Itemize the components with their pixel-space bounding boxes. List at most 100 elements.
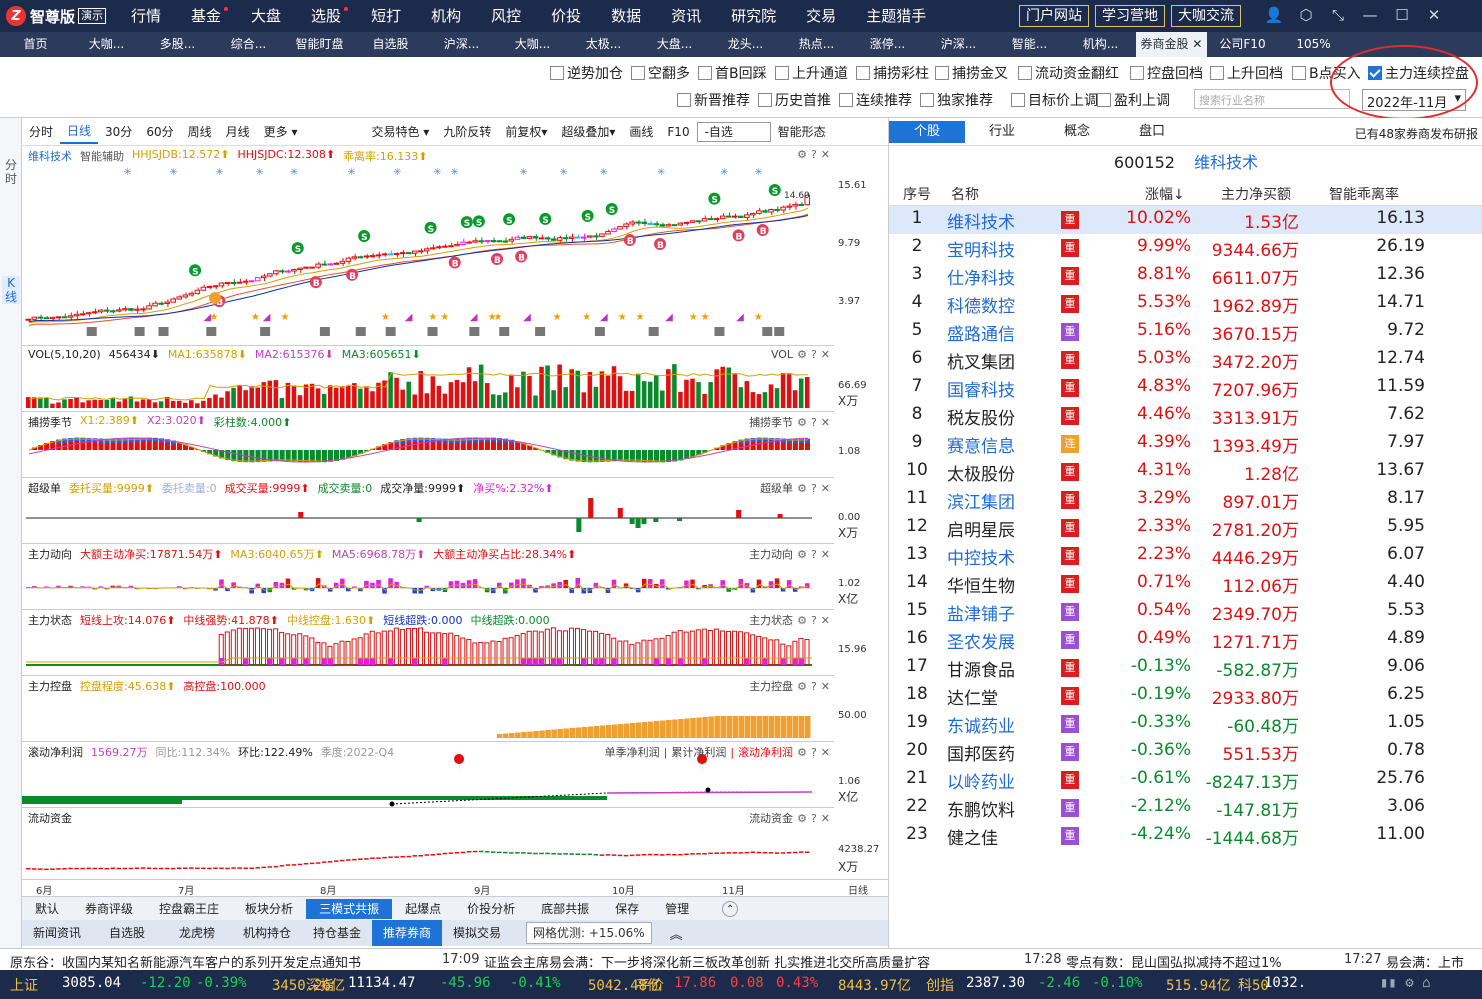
table-row[interactable]: 10 太极股份 重 4.31% 1.28亿 13.67: [889, 458, 1482, 486]
chart-tool[interactable]: 画线: [629, 125, 654, 139]
table-row[interactable]: 6 杭叉集团 重 5.03% 3472.20万 12.74: [889, 346, 1482, 374]
index-name[interactable]: 上证: [10, 978, 38, 994]
kline-panel[interactable]: ✳ ✳ ✳ ✳ ✳ ✳ ✳ ✳ ✳ ✳ ✳ ✳ ✳ ✳ ✳ S S S S S S S S S S S S B B B B B B B B B B ◢ ★ ★…: [22, 146, 834, 346]
stock-name-link[interactable]: 东诚药业: [947, 717, 1015, 737]
chart-tool[interactable]: 周线: [187, 125, 212, 139]
checkbox-icon[interactable]: [775, 66, 789, 80]
main-force-panel[interactable]: 主力动向 大额主动净买:17871.54万⬆ MA3:6040.65万⬆ MA5…: [22, 544, 834, 610]
settings-icon[interactable]: ⚙: [797, 679, 807, 693]
tab[interactable]: 沪深...: [426, 32, 497, 57]
checkbox-icon[interactable]: [1097, 93, 1111, 107]
expand-icon[interactable]: ︽: [669, 927, 683, 943]
close-icon[interactable]: ✕: [820, 148, 830, 161]
table-row[interactable]: 21 以岭药业 重 -0.61% -8247.13万 25.76: [889, 766, 1482, 794]
menu-item[interactable]: 资讯: [671, 7, 702, 25]
info-tab[interactable]: 新闻资讯: [32, 926, 81, 940]
volume-panel[interactable]: VOL(5,10,20) 456434⬇ MA1:635878⬇ MA2:615…: [22, 346, 834, 412]
table-row[interactable]: 4 科德数控 重 5.53% 1962.89万 14.71: [889, 290, 1482, 318]
template-tab[interactable]: 券商评级: [85, 901, 134, 916]
news-item[interactable]: 证监会主席易会满：下一步将深化新三板改革创新 扎实推进北交所高质量扩容: [484, 956, 931, 970]
sidebar-intraday[interactable]: 分时: [4, 158, 17, 186]
filter-checkbox[interactable]: 盈利上调: [1097, 90, 1170, 110]
settings-icon[interactable]: ⚙: [797, 613, 807, 627]
news-ticker[interactable]: 原东谷：收国内某知名新能源汽车客户的系列开发定点通知书 17:09 证监会主席易…: [0, 948, 1482, 970]
template-tab[interactable]: 三模式共振: [306, 898, 393, 919]
table-row[interactable]: 19 东诚药业 重 -0.33% -60.48万 1.05: [889, 710, 1482, 738]
stock-name-link[interactable]: 滨江集团: [947, 493, 1015, 513]
template-tab[interactable]: 板块分析: [245, 901, 294, 916]
menu-item[interactable]: 研究院: [731, 7, 777, 25]
right-tab[interactable]: 盘口: [1138, 124, 1165, 139]
stock-name-link[interactable]: 杭叉集团: [947, 353, 1015, 373]
table-row[interactable]: 16 圣农发展 重 0.49% 1271.71万 4.89: [889, 626, 1482, 654]
tab[interactable]: 券商金股 ✕: [1136, 32, 1207, 57]
news-item[interactable]: 原东谷：收国内某知名新能源汽车客户的系列开发定点通知书: [10, 956, 362, 970]
settings-icon[interactable]: ⚙: [797, 547, 807, 561]
template-tab[interactable]: 起爆点: [405, 901, 442, 916]
help-icon[interactable]: ?: [810, 745, 817, 759]
index-name[interactable]: 平价: [636, 978, 664, 994]
stock-name-link[interactable]: 启明星辰: [947, 521, 1015, 541]
stock-name-link[interactable]: 盛路通信: [947, 325, 1015, 345]
top-link[interactable]: 学习营地: [1095, 5, 1165, 27]
settings-icon[interactable]: ⚙: [797, 148, 807, 161]
checkbox-icon[interactable]: [1011, 93, 1025, 107]
checkbox-icon[interactable]: [920, 93, 934, 107]
filter-checkbox[interactable]: 历史首推: [758, 90, 831, 110]
stock-name-link[interactable]: 达仁堂: [947, 689, 998, 709]
checkbox-icon[interactable]: [758, 93, 772, 107]
col-name[interactable]: 名称: [951, 187, 979, 203]
checkbox-icon[interactable]: [839, 93, 853, 107]
checkbox-icon[interactable]: [677, 93, 691, 107]
right-tab[interactable]: 概念: [1063, 124, 1090, 139]
table-row[interactable]: 7 国睿科技 重 4.83% 7207.96万 11.59: [889, 374, 1482, 402]
table-row[interactable]: 18 达仁堂 重 -0.19% 2933.80万 6.25: [889, 682, 1482, 710]
index-name[interactable]: 科50: [1238, 978, 1269, 994]
table-row[interactable]: 2 宝明科技 重 9.99% 9344.66万 26.19: [889, 234, 1482, 262]
tab[interactable]: 大盘...: [639, 32, 710, 57]
table-row[interactable]: 9 赛意信息 连 4.39% 1393.49万 7.97: [889, 430, 1482, 458]
tab[interactable]: 龙头...: [710, 32, 781, 57]
stock-name-link[interactable]: 圣农发展: [947, 633, 1015, 653]
tab[interactable]: 智能盯盘: [284, 32, 355, 57]
tab[interactable]: 沪深...: [923, 32, 994, 57]
menu-item[interactable]: 数据: [611, 7, 642, 25]
liquidity-panel[interactable]: 流动资金 流动资金 ⚙? ✕: [22, 808, 834, 879]
help-icon[interactable]: ?: [810, 679, 817, 693]
help-icon[interactable]: ?: [810, 811, 817, 825]
template-tab[interactable]: 底部共振: [541, 901, 590, 916]
table-row[interactable]: 20 国邦医药 重 -0.36% 551.53万 0.78: [889, 738, 1482, 766]
table-row[interactable]: 8 税友股份 重 4.46% 3313.91万 7.62: [889, 402, 1482, 430]
stock-name-link[interactable]: 盐津铺子: [947, 605, 1015, 625]
top-link[interactable]: 门户网站: [1019, 5, 1089, 27]
tab[interactable]: 多股...: [142, 32, 213, 57]
table-row[interactable]: 13 中控技术 重 2.23% 4446.29万 6.07: [889, 542, 1482, 570]
settings-icon[interactable]: ⚙: [797, 745, 807, 759]
filter-checkbox[interactable]: 首B回踩: [698, 63, 767, 83]
close-icon[interactable]: ✕: [820, 811, 830, 825]
stock-name-link[interactable]: 太极股份: [947, 465, 1015, 485]
close-icon[interactable]: ✕: [820, 613, 830, 627]
stock-name-link[interactable]: 赛意信息: [947, 437, 1015, 457]
chart-tool[interactable]: 日线: [60, 120, 99, 144]
menu-item[interactable]: 机构: [431, 7, 462, 25]
news-item[interactable]: 易会满：上市: [1386, 956, 1465, 970]
filter-checkbox[interactable]: 上升回档: [1210, 63, 1283, 83]
stock-name-link[interactable]: 健之佳: [947, 829, 998, 849]
template-tab[interactable]: 控盘霸王庄: [159, 901, 220, 916]
filter-checkbox[interactable]: 空翻多: [631, 63, 690, 83]
menu-item[interactable]: 交易: [806, 7, 837, 25]
table-row[interactable]: 15 盐津铺子 重 0.54% 2349.70万 5.53: [889, 598, 1482, 626]
stock-name-link[interactable]: 科德数控: [947, 297, 1015, 317]
settings-icon[interactable]: ⚙: [797, 415, 807, 429]
menu-item[interactable]: 基金: [176, 0, 236, 32]
close-icon[interactable]: ✕: [820, 348, 830, 361]
menu-item[interactable]: 大盘: [251, 7, 282, 25]
help-icon[interactable]: ?: [810, 547, 817, 561]
checkbox-icon[interactable]: [1292, 66, 1306, 80]
help-icon[interactable]: ?: [810, 415, 817, 429]
shrink-icon[interactable]: ⤡: [1331, 6, 1344, 24]
tab-close-icon[interactable]: ✕: [1188, 37, 1203, 51]
menu-item[interactable]: 风控: [491, 7, 522, 25]
minimize-icon[interactable]: —: [1362, 6, 1378, 24]
